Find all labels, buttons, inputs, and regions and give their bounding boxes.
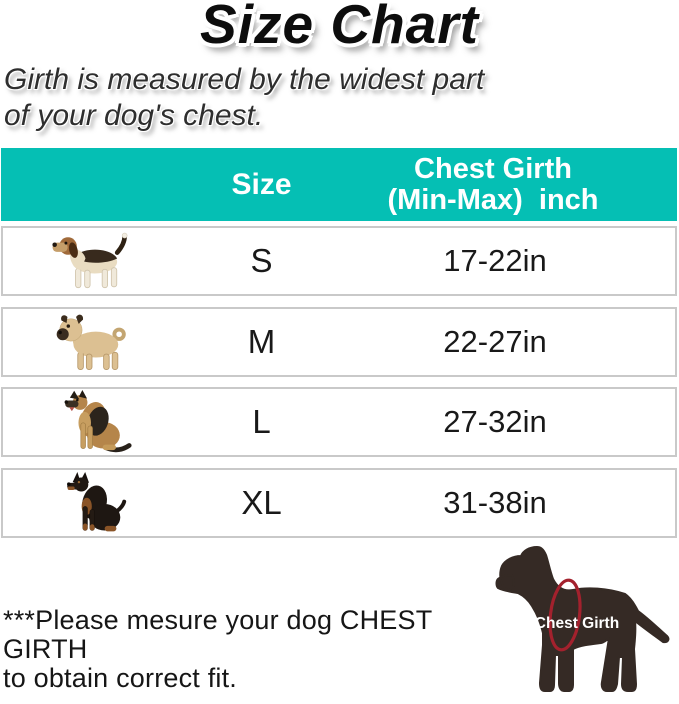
girth-value: 31-38in bbox=[443, 485, 547, 520]
table-row-size-l: L 27-32in bbox=[1, 387, 677, 457]
measurement-note-line1: ***Please mesure your dog CHEST GIRTH bbox=[3, 605, 432, 664]
table-row-size-s: S 17-22in bbox=[1, 226, 677, 296]
beagle-dog-image bbox=[52, 232, 128, 289]
measurement-note: ***Please mesure your dog CHEST GIRTH to… bbox=[3, 606, 483, 693]
table-header: Size Chest Girth (Min-Max) inch bbox=[1, 148, 677, 221]
girth-value: 27-32in bbox=[443, 404, 547, 439]
dog-silhouette bbox=[495, 546, 670, 692]
size-value: XL bbox=[241, 484, 282, 521]
column-header-size: Size bbox=[231, 168, 292, 201]
chest-girth-header-line2: (Min-Max) inch bbox=[387, 184, 599, 216]
measurement-note-line2: to obtain correct fit. bbox=[3, 663, 238, 693]
doberman-dog-image bbox=[67, 472, 127, 532]
girth-description: Girth is measured by the widest part of … bbox=[4, 62, 564, 134]
size-value: L bbox=[252, 403, 271, 440]
chest-girth-ellipse bbox=[548, 578, 582, 652]
pug-dog-image bbox=[56, 314, 126, 370]
girth-description-line1: Girth is measured by the widest part bbox=[4, 63, 485, 96]
girth-value: 17-22in bbox=[443, 243, 547, 278]
page-title: Size Chart bbox=[200, 0, 479, 55]
table-row-size-m: M 22-27in bbox=[1, 307, 677, 377]
chest-girth-label: Chest Girth bbox=[535, 615, 619, 632]
table-row-size-xl: XL 31-38in bbox=[1, 468, 677, 538]
chest-girth-header-line1: Chest Girth bbox=[414, 153, 572, 185]
column-header-chest-girth: Chest Girth (Min-Max) inch bbox=[353, 154, 633, 216]
girth-value: 22-27in bbox=[443, 324, 547, 359]
chest-girth-diagram: Chest Girth bbox=[495, 546, 670, 692]
size-value: M bbox=[247, 323, 276, 360]
german-shepherd-dog-image bbox=[64, 390, 132, 453]
size-value: S bbox=[250, 242, 273, 279]
girth-description-line2: of your dog's chest. bbox=[4, 99, 264, 132]
